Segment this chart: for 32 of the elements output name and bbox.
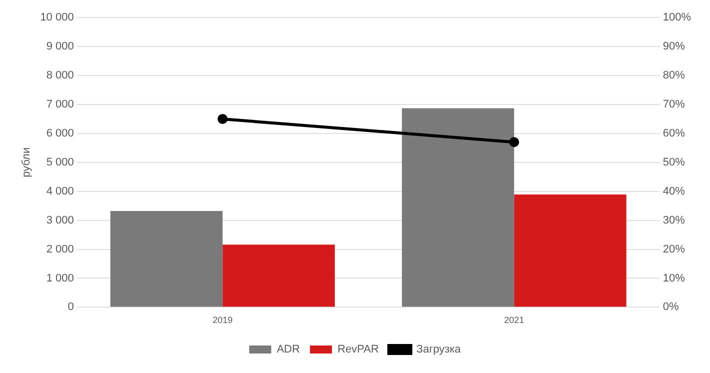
x-tick-label: 2019 [212, 315, 233, 326]
y-tick-label: 3 000 [46, 214, 74, 226]
y2-tick-label: 100% [662, 12, 692, 24]
y-tick-label: 8 000 [46, 70, 74, 82]
y-tick-label: 6 000 [46, 127, 74, 140]
y-tick-label: 9 000 [46, 40, 74, 53]
legend-label: ADR [276, 344, 300, 356]
y2-tick-label: 20% [662, 243, 686, 256]
y2-tick-label: 0% [662, 301, 679, 314]
y-axis-title: рубли [20, 147, 33, 178]
y2-tick-label: 10% [662, 272, 686, 284]
y2-tick-label: 70% [662, 98, 686, 111]
x-tick-label: 2021 [504, 315, 524, 326]
y-tick-label: 1 000 [46, 272, 74, 284]
y2-tick-label: 60% [662, 127, 686, 140]
y-tick-label: 5 000 [46, 156, 74, 168]
y2-tick-label: 40% [662, 185, 686, 198]
y2-tick-label: 50% [662, 156, 686, 168]
bar [402, 108, 514, 307]
y-tick-label: 2 000 [46, 243, 74, 256]
legend-label: Загрузка [416, 344, 462, 356]
legend-label: RevPAR [337, 344, 379, 356]
y-tick-label: 7 000 [46, 98, 74, 111]
y2-tick-label: 30% [662, 214, 686, 226]
y-tick-label: 4 000 [46, 185, 74, 198]
bar [110, 211, 223, 307]
bar [222, 244, 335, 307]
y2-tick-label: 80% [662, 70, 686, 82]
y-tick-label: 0 [68, 301, 74, 314]
y-tick-label: 10 000 [40, 12, 74, 24]
bar [514, 194, 626, 307]
y2-tick-label: 90% [662, 40, 686, 53]
